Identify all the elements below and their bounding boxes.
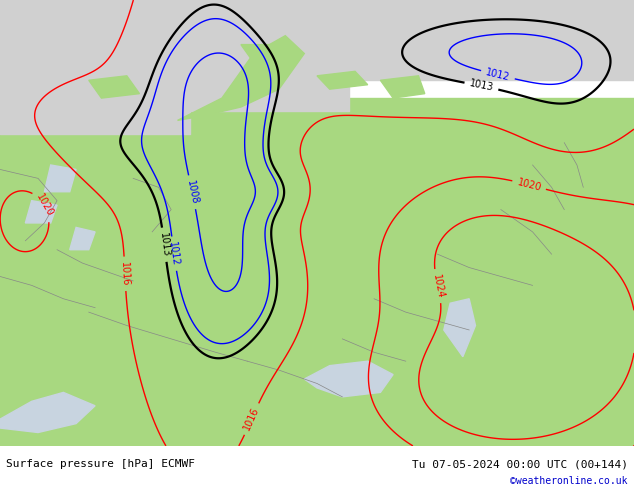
Polygon shape [444, 299, 476, 357]
Polygon shape [25, 201, 57, 223]
Text: 1013: 1013 [158, 232, 171, 258]
Text: 1016: 1016 [242, 406, 261, 432]
Polygon shape [317, 72, 368, 89]
Polygon shape [304, 361, 393, 397]
Polygon shape [70, 227, 95, 250]
Text: Surface pressure [hPa] ECMWF: Surface pressure [hPa] ECMWF [6, 459, 195, 469]
Text: 1008: 1008 [185, 179, 200, 205]
Polygon shape [178, 36, 304, 121]
Polygon shape [44, 165, 76, 192]
Polygon shape [0, 392, 95, 433]
Text: ©weatheronline.co.uk: ©weatheronline.co.uk [510, 476, 628, 486]
Text: 1013: 1013 [469, 78, 495, 93]
Text: 1020: 1020 [34, 193, 55, 219]
Text: 1012: 1012 [485, 67, 511, 83]
Text: Tu 07-05-2024 00:00 UTC (00+144): Tu 07-05-2024 00:00 UTC (00+144) [411, 459, 628, 469]
Polygon shape [241, 45, 285, 62]
Text: 1024: 1024 [430, 273, 445, 299]
Text: 1016: 1016 [119, 261, 131, 286]
Polygon shape [139, 85, 190, 121]
Text: 1020: 1020 [516, 177, 542, 193]
Text: 1012: 1012 [167, 241, 181, 267]
Polygon shape [89, 76, 139, 98]
Polygon shape [380, 76, 425, 98]
